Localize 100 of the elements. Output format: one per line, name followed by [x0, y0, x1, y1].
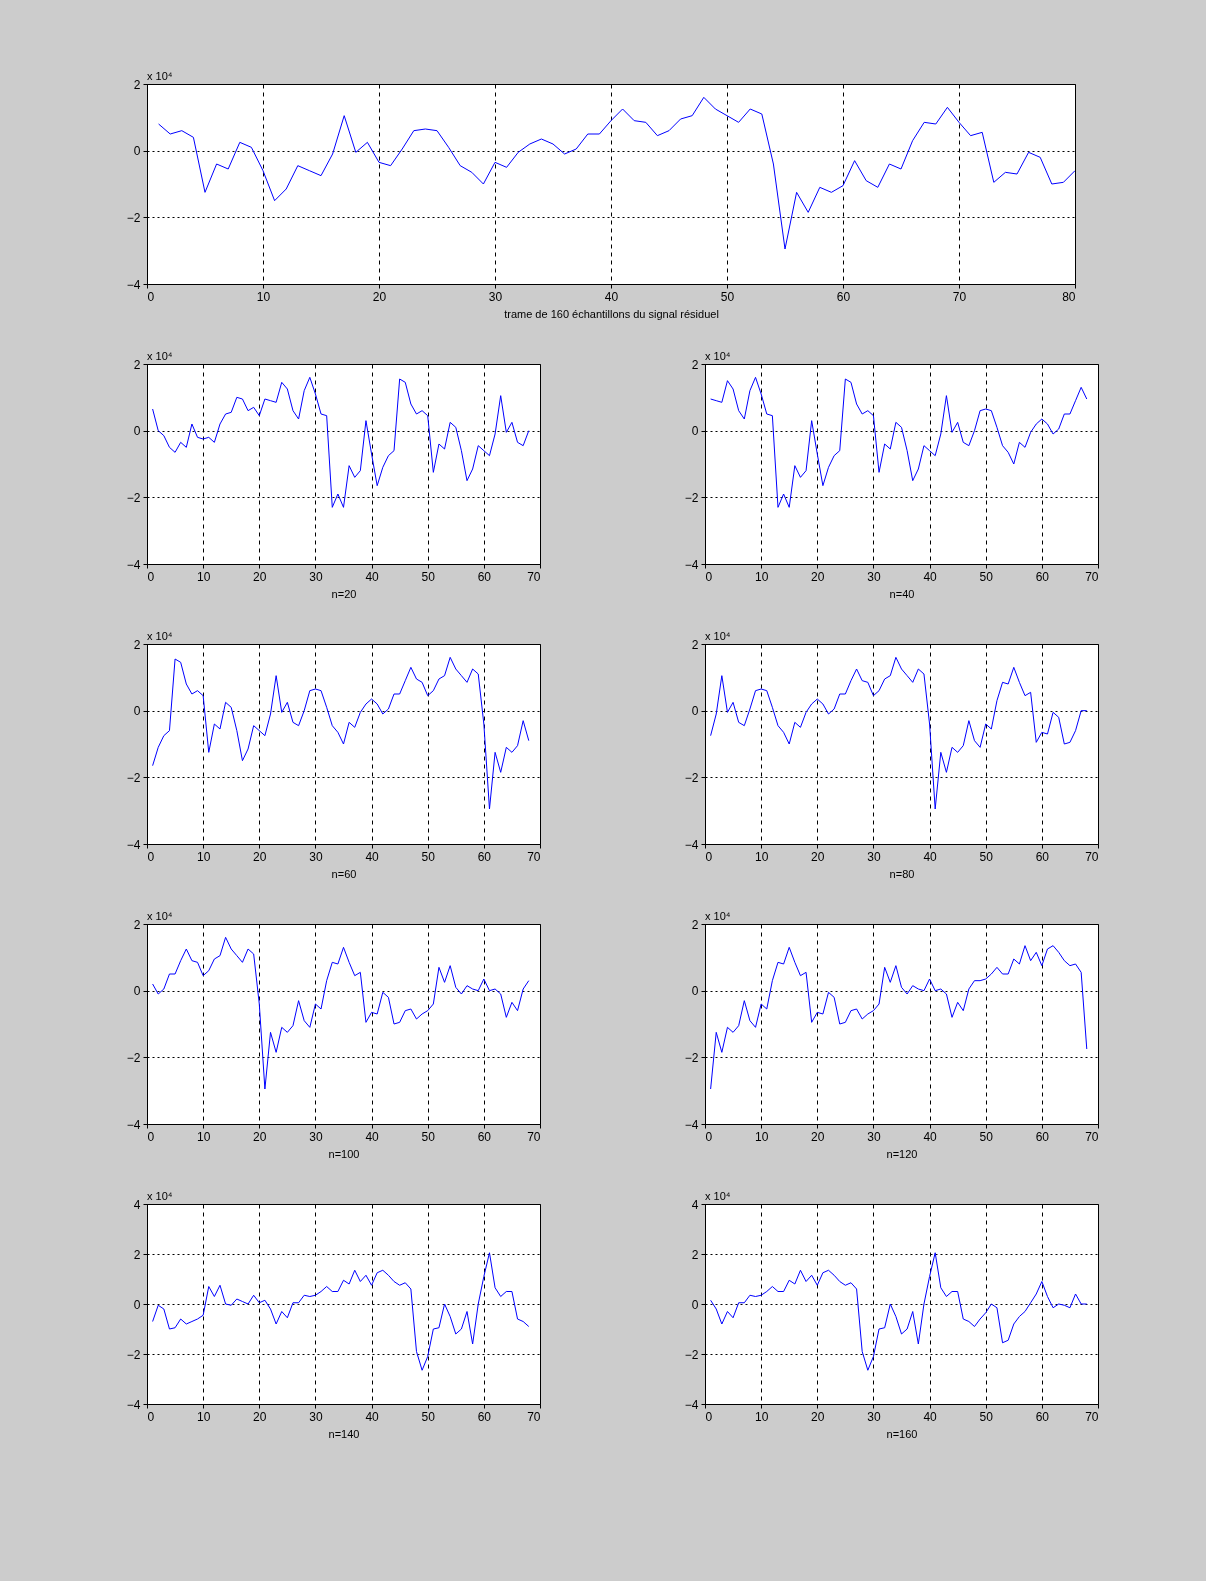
- x-axis-title: trame de 160 échantillons du signal résiduel: [504, 307, 719, 320]
- y-tick-label: 0: [133, 1297, 141, 1312]
- x-axis-title: n=160: [886, 1427, 918, 1440]
- x-tick-label: 70: [527, 1129, 541, 1144]
- y-tick-label: −2: [126, 1050, 141, 1065]
- x-tick-label: 10: [196, 569, 211, 584]
- x-axis-title: n=60: [331, 867, 357, 880]
- x-tick-label: 10: [196, 849, 211, 864]
- y-tick-label: −2: [684, 490, 699, 505]
- x-tick-label: 60: [477, 1129, 492, 1144]
- x-tick-label: 40: [923, 849, 938, 864]
- y-tick-label: 4: [133, 1197, 141, 1212]
- x-tick-label: 60: [836, 289, 851, 304]
- text: x 10⁴: [147, 910, 173, 922]
- x-tick-label: 80: [1062, 289, 1076, 304]
- y-tick-label: −2: [684, 770, 699, 785]
- x-tick-label: 60: [477, 1409, 492, 1424]
- y-tick-label: −4: [126, 837, 141, 852]
- x-tick-label: 20: [811, 569, 825, 584]
- x-tick-label: 30: [867, 849, 881, 864]
- x-tick-label: 50: [421, 849, 436, 864]
- y-tick-label: 2: [133, 917, 141, 932]
- x-tick-label: 60: [1035, 569, 1050, 584]
- y-tick-label: 2: [133, 357, 141, 372]
- x-tick-label: 20: [372, 289, 387, 304]
- y-tick-label: 2: [691, 637, 699, 652]
- x-tick-label: 0: [147, 569, 155, 584]
- text: x 10⁴: [705, 910, 731, 922]
- y-tick-label: 2: [133, 1247, 141, 1262]
- x-tick-label: 40: [604, 289, 619, 304]
- x-tick-label: 60: [1035, 849, 1050, 864]
- x-tick-label: 20: [253, 849, 267, 864]
- x-tick-label: 10: [256, 289, 271, 304]
- line-series: [710, 376, 1088, 508]
- x-tick-label: 20: [253, 1409, 267, 1424]
- y-tick-label: −4: [684, 1117, 699, 1132]
- x-tick-label: 30: [309, 569, 323, 584]
- x-axis-title: n=40: [889, 587, 915, 600]
- x-tick-label: 30: [867, 1409, 881, 1424]
- x-tick-label: 70: [527, 849, 541, 864]
- x-tick-label: 70: [1085, 849, 1099, 864]
- y-tick-label: 2: [133, 77, 141, 92]
- y-tick-label: 0: [691, 424, 699, 439]
- x-tick-label: 70: [952, 289, 967, 304]
- y-tick-label: 4: [691, 1197, 699, 1212]
- x-tick-label: 0: [147, 289, 155, 304]
- x-tick-label: 0: [147, 1409, 155, 1424]
- x-tick-label: 30: [309, 849, 323, 864]
- x-tick-label: 60: [1035, 1409, 1050, 1424]
- line-series: [152, 656, 530, 810]
- x-tick-label: 0: [147, 1129, 155, 1144]
- y-tick-label: −4: [126, 277, 141, 292]
- x-tick-label: 60: [477, 569, 492, 584]
- text: x 10⁴: [147, 70, 173, 82]
- text: x 10⁴: [147, 1190, 173, 1202]
- y-tick-label: 2: [691, 917, 699, 932]
- text: x 10⁴: [147, 630, 173, 642]
- x-tick-label: 50: [979, 849, 994, 864]
- x-axis-title: n=120: [886, 1147, 918, 1160]
- x-tick-label: 50: [421, 569, 436, 584]
- x-tick-label: 60: [477, 849, 492, 864]
- x-tick-label: 40: [923, 569, 938, 584]
- x-tick-label: 40: [923, 1409, 938, 1424]
- y-tick-label: −4: [126, 557, 141, 572]
- x-tick-label: 10: [196, 1409, 211, 1424]
- x-tick-label: 0: [705, 1409, 713, 1424]
- x-tick-label: 0: [705, 849, 713, 864]
- line-series: [152, 936, 530, 1090]
- line-series: [152, 376, 530, 508]
- x-tick-label: 20: [253, 1129, 267, 1144]
- y-tick-label: 2: [691, 357, 699, 372]
- y-tick-label: −4: [126, 1117, 141, 1132]
- y-tick-label: 2: [691, 1247, 699, 1262]
- y-tick-label: −4: [126, 1397, 141, 1412]
- x-axis-title: n=80: [889, 867, 915, 880]
- y-tick-label: 0: [133, 424, 141, 439]
- x-tick-label: 0: [705, 1129, 713, 1144]
- x-tick-label: 50: [979, 1129, 994, 1144]
- x-axis-title: n=140: [328, 1427, 360, 1440]
- x-tick-label: 20: [253, 569, 267, 584]
- x-tick-label: 20: [811, 1409, 825, 1424]
- line-series: [710, 945, 1088, 1090]
- line-series: [152, 1252, 530, 1371]
- y-tick-label: 0: [691, 1297, 699, 1312]
- x-tick-label: 30: [309, 1409, 323, 1424]
- y-tick-label: −2: [684, 1050, 699, 1065]
- x-tick-label: 10: [754, 569, 769, 584]
- y-tick-label: 0: [133, 704, 141, 719]
- x-tick-label: 70: [527, 1409, 541, 1424]
- x-tick-label: 10: [754, 1409, 769, 1424]
- line-series: [158, 96, 1075, 250]
- x-tick-label: 70: [1085, 1129, 1099, 1144]
- x-tick-label: 30: [309, 1129, 323, 1144]
- y-tick-label: 0: [133, 984, 141, 999]
- line-series: [710, 656, 1088, 810]
- y-tick-label: −2: [126, 490, 141, 505]
- y-tick-label: −4: [684, 837, 699, 852]
- x-tick-label: 40: [365, 1409, 380, 1424]
- text: x 10⁴: [705, 630, 731, 642]
- y-tick-label: 0: [133, 144, 141, 159]
